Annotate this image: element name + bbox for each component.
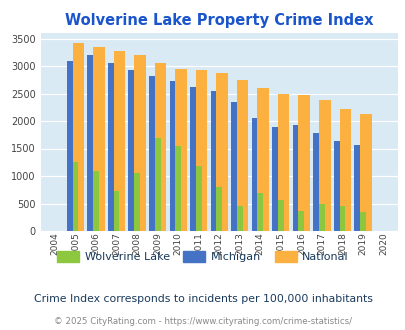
Bar <box>216 73 227 231</box>
Bar <box>339 206 345 231</box>
Text: Crime Index corresponds to incidents per 100,000 inhabitants: Crime Index corresponds to incidents per… <box>34 294 371 304</box>
Bar <box>169 82 186 231</box>
Bar <box>128 70 145 231</box>
Bar <box>339 110 350 231</box>
Bar <box>67 60 84 231</box>
Bar <box>359 115 371 231</box>
Text: © 2025 CityRating.com - https://www.cityrating.com/crime-statistics/: © 2025 CityRating.com - https://www.city… <box>54 317 351 326</box>
Bar <box>72 162 78 231</box>
Bar <box>93 171 99 231</box>
Bar <box>257 192 262 231</box>
Bar <box>210 91 227 231</box>
Bar <box>298 211 303 231</box>
Bar <box>359 212 365 231</box>
Bar <box>72 43 84 231</box>
Bar <box>113 51 125 231</box>
Bar <box>134 55 145 231</box>
Title: Wolverine Lake Property Crime Index: Wolverine Lake Property Crime Index <box>65 13 373 28</box>
Bar <box>277 200 283 231</box>
Bar <box>154 63 166 231</box>
Bar <box>108 63 125 231</box>
Bar <box>175 146 181 231</box>
Bar <box>134 173 140 231</box>
Bar <box>236 206 242 231</box>
Bar <box>175 69 186 231</box>
Bar <box>251 118 268 231</box>
Bar <box>236 80 248 231</box>
Bar <box>318 100 330 231</box>
Bar <box>318 204 324 231</box>
Bar <box>113 191 119 231</box>
Bar <box>257 88 268 231</box>
Bar <box>87 55 104 231</box>
Bar <box>93 47 104 231</box>
Bar <box>277 93 289 231</box>
Bar <box>190 87 207 231</box>
Bar <box>154 138 160 231</box>
Bar <box>313 133 330 231</box>
Bar <box>354 145 371 231</box>
Bar <box>195 166 201 231</box>
Bar <box>298 95 309 231</box>
Bar <box>292 125 309 231</box>
Bar <box>333 141 350 231</box>
Bar <box>230 102 248 231</box>
Legend: Wolverine Lake, Michigan, National: Wolverine Lake, Michigan, National <box>52 247 353 267</box>
Bar <box>195 70 207 231</box>
Bar <box>149 76 166 231</box>
Bar <box>216 187 222 231</box>
Bar <box>271 126 289 231</box>
